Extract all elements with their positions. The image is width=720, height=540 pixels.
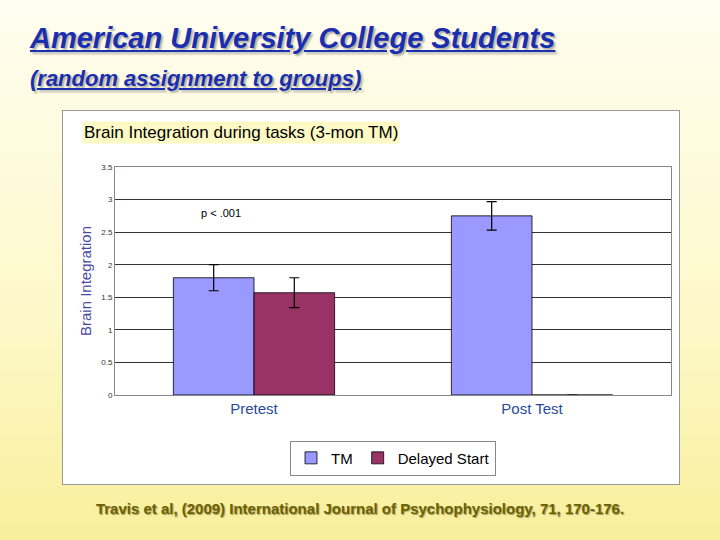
svg-text:0.5: 0.5 xyxy=(101,358,113,367)
svg-text:3: 3 xyxy=(108,195,113,204)
svg-text:3.5: 3.5 xyxy=(101,163,113,172)
html-text:(random assignment to groups): (random assignment to groups) xyxy=(30,66,362,91)
svg-text:1: 1 xyxy=(108,326,113,335)
svg-text:2: 2 xyxy=(108,261,113,270)
svg-text:2.5: 2.5 xyxy=(101,228,113,237)
svg-text:Delayed Start: Delayed Start xyxy=(398,450,490,467)
svg-text:Brain Integration: Brain Integration xyxy=(77,226,94,336)
svg-text:Pretest: Pretest xyxy=(230,400,278,417)
svg-text:Brain Integration during tasks: Brain Integration during tasks (3-mon TM… xyxy=(84,123,398,142)
svg-text:1.5: 1.5 xyxy=(101,293,113,302)
html-text:American University College St: American University College Students xyxy=(30,22,556,54)
html-text:Travis et al, (2009) Internati: Travis et al, (2009) International Journ… xyxy=(95,500,625,517)
svg-text:p < .001: p < .001 xyxy=(201,207,241,219)
svg-text:Post Test: Post Test xyxy=(501,400,563,417)
svg-text:0: 0 xyxy=(108,391,113,400)
svg-text:TM: TM xyxy=(331,450,353,467)
